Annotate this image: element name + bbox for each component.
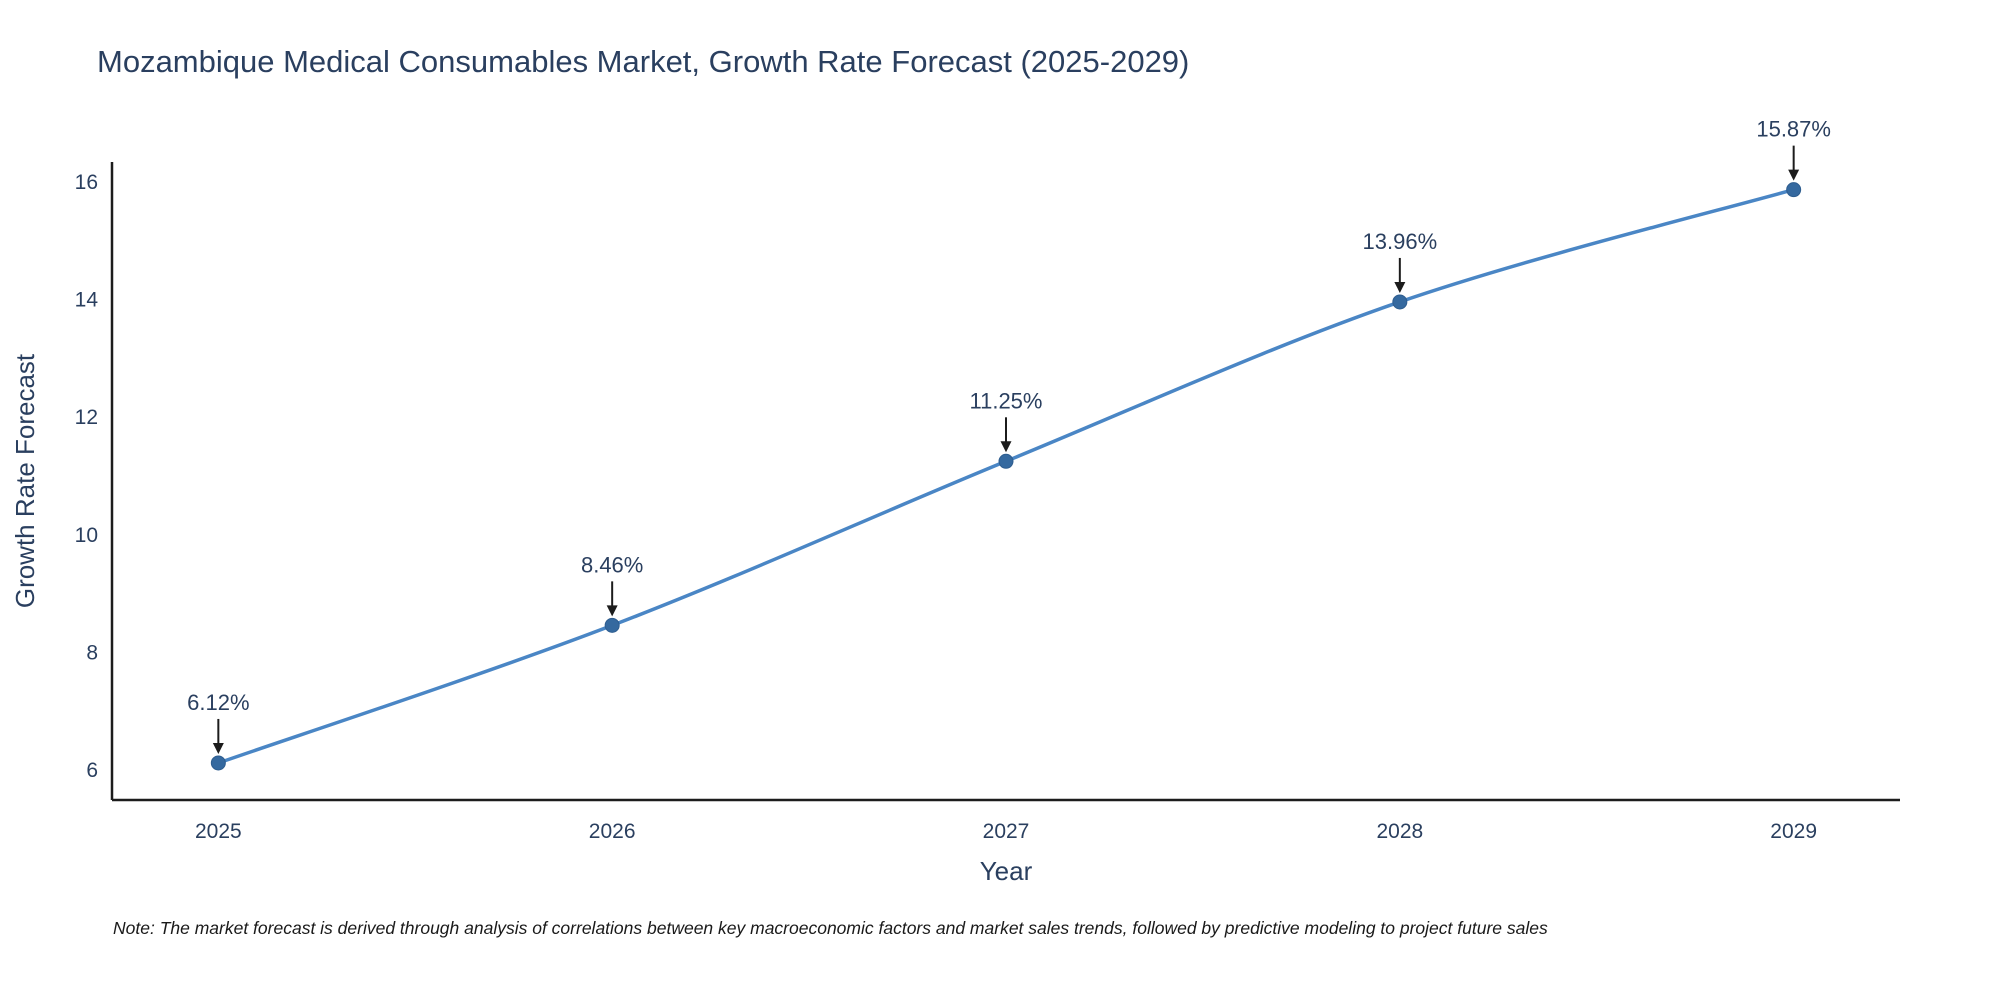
forecast-line (216, 187, 1796, 765)
data-point-label: 15.87% (1756, 117, 1831, 142)
annotation-arrowhead-icon (606, 605, 618, 617)
y-tick-label: 14 (75, 289, 99, 312)
data-point-marker[interactable] (1392, 294, 1408, 310)
data-point-marker[interactable] (210, 755, 226, 771)
annotation-arrowhead-icon (1788, 169, 1800, 181)
data-point-label: 8.46% (581, 552, 643, 577)
x-tick-label: 2026 (589, 820, 636, 843)
y-tick-label: 8 (86, 641, 98, 664)
annotation-arrowhead-icon (212, 742, 224, 754)
growth-rate-line-chart: 6 8 10 12 14 16 2025 2026 2027 2028 2029 Year Growth… (10, 117, 1900, 886)
data-point-marker[interactable] (1786, 182, 1802, 198)
data-point-label: 13.96% (1363, 229, 1438, 254)
data-point-marker[interactable] (998, 453, 1014, 469)
y-tick-label: 6 (86, 759, 98, 782)
y-tick-label: 10 (75, 524, 98, 547)
data-point-marker[interactable] (604, 617, 620, 633)
x-tick-label: 2029 (1770, 820, 1817, 843)
annotation-arrowhead-icon (1000, 441, 1012, 453)
annotation-arrowhead-icon (1394, 281, 1406, 293)
y-axis-title: Growth Rate Forecast (10, 353, 40, 608)
y-tick-label: 12 (75, 406, 98, 429)
x-axis-title: Year (980, 856, 1033, 886)
footnote: Note: The market forecast is derived thr… (113, 918, 1548, 938)
data-point-label: 6.12% (187, 690, 249, 715)
data-point-label: 11.25% (970, 388, 1043, 413)
chart-title: Mozambique Medical Consumables Market, G… (97, 44, 1190, 79)
x-tick-label: 2027 (983, 820, 1030, 843)
x-tick-label: 2028 (1376, 820, 1423, 843)
x-tick-label: 2025 (195, 820, 242, 843)
y-tick-label: 16 (75, 171, 98, 194)
